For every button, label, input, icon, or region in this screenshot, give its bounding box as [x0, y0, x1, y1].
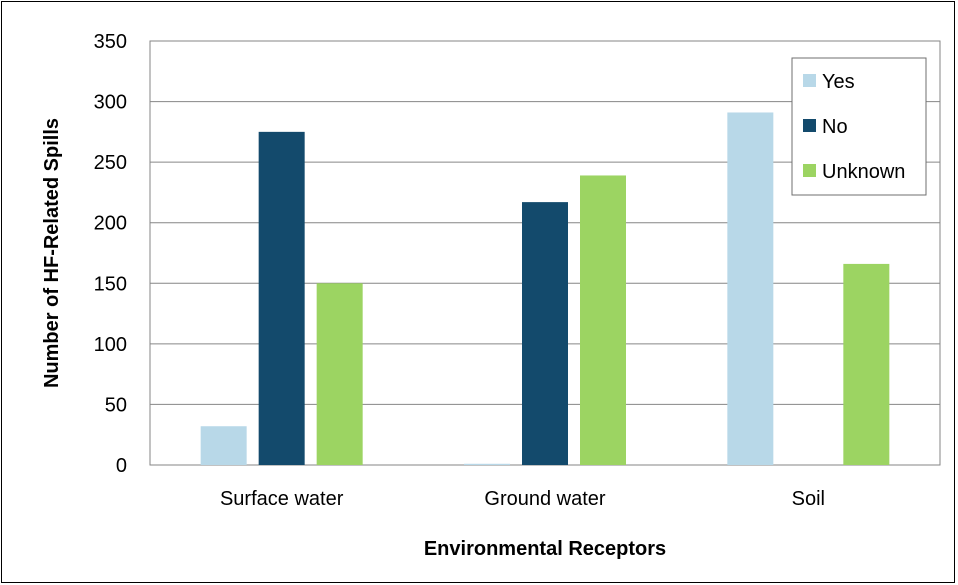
y-tick-label: 250 — [94, 152, 127, 174]
y-axis-ticks: 0 50 100 150 200 250 300 350 — [94, 31, 127, 477]
bar-yes — [727, 112, 774, 465]
bar-unknown — [580, 175, 626, 465]
x-category-label: Surface water — [220, 488, 344, 510]
legend-label: Unknown — [822, 161, 905, 183]
y-tick-label: 0 — [116, 455, 127, 477]
bar-unknown — [843, 263, 890, 465]
y-tick-label: 200 — [94, 213, 127, 235]
legend-label: Yes — [822, 71, 855, 93]
bar-no — [522, 202, 568, 465]
legend-swatch — [803, 74, 816, 87]
y-axis-title: Number of HF-Related Spills — [41, 118, 63, 388]
y-tick-label: 100 — [94, 334, 127, 356]
legend-swatch — [803, 119, 816, 132]
y-tick-label: 50 — [105, 394, 127, 416]
y-tick-label: 150 — [94, 273, 127, 295]
bar-unknown — [316, 283, 363, 465]
bar-no — [258, 131, 305, 465]
bar-yes — [200, 426, 247, 465]
legend-label: No — [822, 116, 848, 138]
bars — [200, 112, 890, 465]
bar-yes — [464, 463, 510, 465]
x-category-label: Soil — [792, 488, 825, 510]
y-tick-label: 300 — [94, 92, 127, 114]
x-axis-title: Environmental Receptors — [424, 538, 666, 560]
x-axis-categories: Surface water Ground water Soil — [220, 488, 825, 510]
x-category-label: Ground water — [484, 488, 606, 510]
legend-swatch — [803, 164, 816, 177]
legend: Yes No Unknown — [791, 57, 927, 196]
y-tick-label: 350 — [94, 31, 127, 53]
